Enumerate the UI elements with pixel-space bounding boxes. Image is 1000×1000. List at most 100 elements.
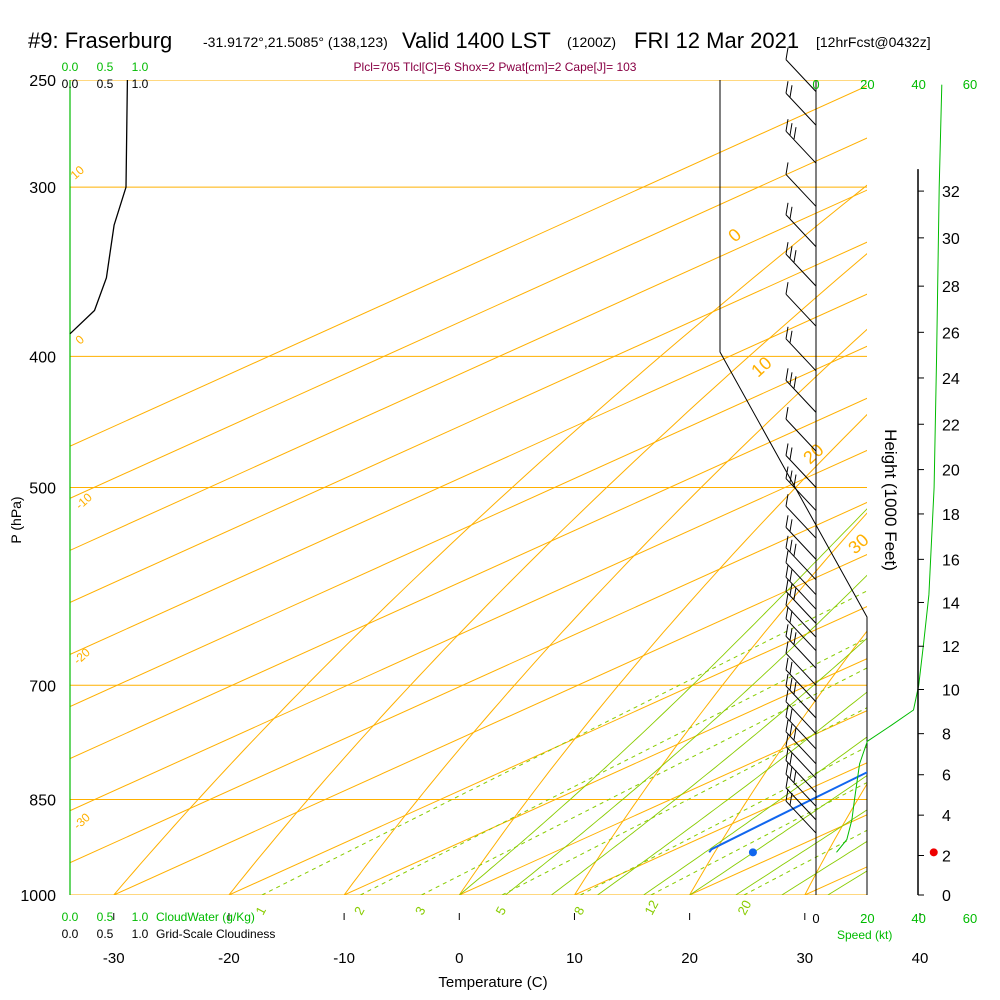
wind-barb <box>785 293 817 327</box>
dry-adiabat <box>113 184 867 895</box>
temperature-tick-label: 10 <box>566 950 583 967</box>
isotherm <box>459 710 867 895</box>
station-coordinates: -31.9172°,21.5085° (138,123) <box>203 34 388 50</box>
wind-barb <box>785 338 817 372</box>
height-tick-label: 16 <box>942 552 960 569</box>
wind-barb <box>785 562 817 596</box>
x-axis-title: Temperature (C) <box>438 974 547 991</box>
temperature-tick-label: 0 <box>455 950 463 967</box>
cloudwater-bottom-tick: 0.0 <box>62 910 79 924</box>
wind-barb-feather <box>789 539 793 552</box>
isotherm <box>920 80 1000 895</box>
surface-temperature-dot <box>929 848 938 857</box>
wind-barb-feather <box>793 127 797 140</box>
wind-barb-feather <box>793 250 797 263</box>
wind-barb <box>785 800 817 834</box>
moist-adiabat <box>597 691 867 895</box>
wind-barb-feather <box>785 326 789 339</box>
wind-barb-feather <box>789 330 793 343</box>
wind-barb-feather <box>785 748 789 761</box>
height-tick-label: 0 <box>942 888 951 905</box>
temperature-tick-label: 20 <box>681 950 698 967</box>
pressure-tick-label: 500 <box>29 481 56 498</box>
cloudwater-top-tick: 1.0 <box>132 60 149 74</box>
wind-barb <box>785 591 817 624</box>
isotherm <box>343 658 867 895</box>
wind-barb-feather <box>789 470 793 483</box>
height-tick-label: 12 <box>942 639 960 656</box>
pressure-tick-label: 400 <box>29 349 56 366</box>
wind-barb <box>785 787 817 821</box>
moist-adiabat <box>735 809 867 895</box>
temperature-tick-label: -10 <box>333 950 355 967</box>
wind-barb <box>785 773 817 807</box>
isotherm-label: 10 <box>747 353 775 381</box>
moist-adiabat <box>689 775 867 895</box>
wind-barb-feather <box>785 624 789 637</box>
cloudiness-top-tick: 1.0 <box>132 77 149 91</box>
wind-barb-feather <box>785 443 789 456</box>
isotherm <box>70 85 867 447</box>
isotherm <box>228 606 867 895</box>
pressure-tick-label: 1000 <box>20 888 56 905</box>
wind-barb-feather <box>793 376 797 389</box>
speed-top-tick: 0 <box>812 77 819 92</box>
height-tick-label: 32 <box>942 184 960 201</box>
moist-adiabat <box>643 736 867 895</box>
wind-barb-feather <box>789 246 793 259</box>
wind-barb-feather <box>785 535 789 548</box>
moist-adiabat <box>505 574 867 895</box>
wind-barb <box>785 652 817 686</box>
wind-barb <box>785 253 817 287</box>
wind-barb-feather <box>789 677 793 691</box>
wind-barb-feather <box>785 81 789 94</box>
wind-barb-feather <box>785 494 789 507</box>
dry-adiabat <box>920 80 1000 895</box>
height-tick-label: 10 <box>942 682 960 699</box>
isotherm-label: -30 <box>71 810 93 832</box>
wind-barb <box>785 635 817 669</box>
cloudwater-top-tick: 0.5 <box>97 60 114 74</box>
wind-barb <box>785 760 817 793</box>
wind-barb-feather <box>789 519 793 532</box>
height-tick-label: 18 <box>942 507 960 524</box>
height-tick-label: 28 <box>942 279 960 296</box>
isotherm-label: 20 <box>799 440 827 468</box>
temperature-tick-label: 30 <box>796 950 813 967</box>
wind-barb <box>785 669 817 703</box>
mixing-ratio-label: 8 <box>571 904 588 917</box>
wind-barb-feather <box>785 47 789 60</box>
height-tick-label: 24 <box>942 371 960 388</box>
moist-adiabat <box>551 637 867 895</box>
temperature-tick-label: 40 <box>912 950 929 967</box>
station-title: #9: Fraserburg <box>28 28 173 53</box>
wind-barb-feather <box>785 673 789 687</box>
chart-header: #9: Fraserburg -31.9172°,21.5085° (138,1… <box>0 24 1000 64</box>
mixing-ratio-label: 3 <box>412 904 429 917</box>
wind-barb-feather <box>789 723 793 736</box>
wind-barb-feather <box>789 372 793 385</box>
mixing-ratio-label: 12 <box>641 898 661 918</box>
cloudiness-top-tick: 0.0 <box>62 77 79 91</box>
profile-area <box>708 771 867 853</box>
cloudiness-top-tick: 0.5 <box>97 77 114 91</box>
wind-barb-feather <box>789 610 793 623</box>
dry-adiabat <box>228 253 867 895</box>
height-tick-label: 14 <box>942 595 960 612</box>
dry-adiabat <box>343 328 867 895</box>
valid-date: FRI 12 Mar 2021 <box>634 28 800 53</box>
pressure-tick-label: 300 <box>29 180 56 197</box>
wind-barb-feather <box>789 661 793 674</box>
wind-barb-feather <box>785 515 789 528</box>
wind-barb <box>785 701 817 735</box>
wind-speed-profile <box>836 84 943 853</box>
wind-barb <box>785 527 817 560</box>
wind-barb-feather <box>785 565 789 578</box>
mixing-ratio-label: 2 <box>351 904 368 917</box>
wind-barb-feather <box>785 282 789 295</box>
pressure-tick-label: 700 <box>29 678 56 695</box>
wind-barb <box>785 576 817 610</box>
wind-barb-feather <box>793 727 797 740</box>
cloudiness-bottom-tick: 1.0 <box>132 927 149 941</box>
